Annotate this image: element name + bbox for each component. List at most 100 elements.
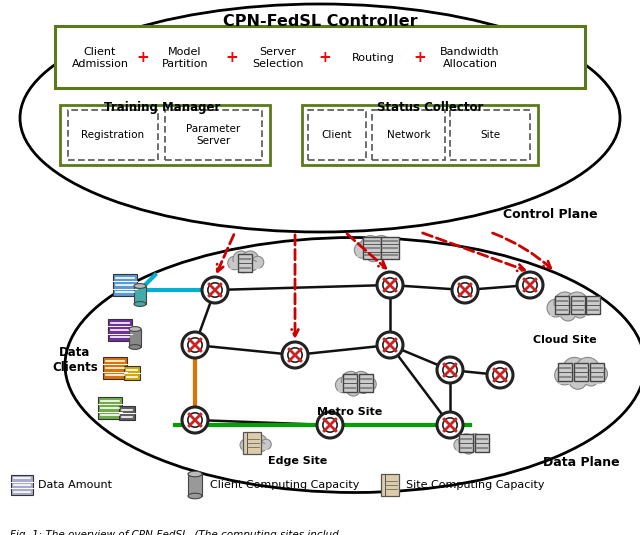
FancyBboxPatch shape xyxy=(363,237,381,259)
FancyBboxPatch shape xyxy=(68,110,158,160)
Text: Edge Site: Edge Site xyxy=(268,456,328,466)
Ellipse shape xyxy=(134,302,146,307)
FancyBboxPatch shape xyxy=(55,26,585,88)
Circle shape xyxy=(443,418,457,432)
Circle shape xyxy=(257,442,266,452)
Circle shape xyxy=(517,272,543,298)
Circle shape xyxy=(188,413,202,427)
Ellipse shape xyxy=(188,493,202,499)
Circle shape xyxy=(383,278,397,292)
Circle shape xyxy=(377,332,403,358)
Circle shape xyxy=(182,407,208,433)
Circle shape xyxy=(493,368,507,382)
Ellipse shape xyxy=(188,471,202,477)
Circle shape xyxy=(547,299,565,317)
FancyBboxPatch shape xyxy=(113,274,137,296)
Circle shape xyxy=(443,363,457,377)
Circle shape xyxy=(383,242,397,256)
FancyBboxPatch shape xyxy=(381,237,399,259)
FancyBboxPatch shape xyxy=(230,262,260,269)
Circle shape xyxy=(487,362,513,388)
Circle shape xyxy=(437,412,463,438)
Circle shape xyxy=(288,348,302,362)
Circle shape xyxy=(182,332,208,358)
FancyBboxPatch shape xyxy=(98,397,122,419)
Circle shape xyxy=(237,261,250,273)
Text: Client: Client xyxy=(322,130,352,140)
Circle shape xyxy=(363,377,376,391)
FancyBboxPatch shape xyxy=(550,306,590,316)
Ellipse shape xyxy=(134,284,146,288)
FancyBboxPatch shape xyxy=(590,363,604,381)
FancyBboxPatch shape xyxy=(558,373,602,384)
Text: +: + xyxy=(413,50,426,65)
Circle shape xyxy=(355,242,371,258)
FancyBboxPatch shape xyxy=(372,110,445,160)
FancyBboxPatch shape xyxy=(108,319,132,341)
Text: Network: Network xyxy=(387,130,430,140)
Text: +: + xyxy=(226,50,238,65)
Circle shape xyxy=(467,434,483,449)
Circle shape xyxy=(248,443,259,454)
Circle shape xyxy=(383,338,397,352)
Ellipse shape xyxy=(129,345,141,349)
FancyBboxPatch shape xyxy=(124,366,140,380)
Circle shape xyxy=(452,277,478,303)
Text: Site: Site xyxy=(480,130,500,140)
FancyBboxPatch shape xyxy=(571,296,585,314)
Circle shape xyxy=(242,251,259,268)
Circle shape xyxy=(208,283,222,297)
FancyBboxPatch shape xyxy=(238,254,252,272)
FancyBboxPatch shape xyxy=(302,105,538,165)
Text: Data Amount: Data Amount xyxy=(38,480,112,490)
Text: Client
Admission: Client Admission xyxy=(72,47,129,69)
Circle shape xyxy=(261,439,271,449)
FancyBboxPatch shape xyxy=(60,105,270,165)
FancyBboxPatch shape xyxy=(450,110,530,160)
Circle shape xyxy=(437,357,463,383)
FancyBboxPatch shape xyxy=(558,363,572,381)
Circle shape xyxy=(317,412,343,438)
FancyBboxPatch shape xyxy=(308,110,366,160)
Text: +: + xyxy=(136,50,149,65)
Circle shape xyxy=(202,277,228,303)
Text: Server
Selection: Server Selection xyxy=(252,47,304,69)
Circle shape xyxy=(569,372,587,389)
Circle shape xyxy=(335,377,351,393)
Circle shape xyxy=(323,418,337,432)
FancyBboxPatch shape xyxy=(574,363,588,381)
Ellipse shape xyxy=(65,238,640,493)
Circle shape xyxy=(472,442,482,452)
FancyBboxPatch shape xyxy=(555,296,569,314)
FancyBboxPatch shape xyxy=(188,474,202,496)
Circle shape xyxy=(378,247,390,259)
Circle shape xyxy=(583,371,598,386)
Circle shape xyxy=(240,439,252,451)
Circle shape xyxy=(252,434,267,449)
Text: Metro Site: Metro Site xyxy=(317,407,383,417)
FancyBboxPatch shape xyxy=(357,248,393,257)
Circle shape xyxy=(346,383,360,396)
Circle shape xyxy=(575,357,600,381)
FancyBboxPatch shape xyxy=(475,434,489,452)
Circle shape xyxy=(188,338,202,352)
Text: Site Computing Capacity: Site Computing Capacity xyxy=(406,480,545,490)
Circle shape xyxy=(233,251,250,268)
Circle shape xyxy=(563,357,587,381)
FancyBboxPatch shape xyxy=(103,357,127,379)
Circle shape xyxy=(366,247,380,262)
Text: Registration: Registration xyxy=(81,130,145,140)
Circle shape xyxy=(554,292,576,314)
Text: Fig. 1: The overview of CPN-FedSL. (The computing sites includ...: Fig. 1: The overview of CPN-FedSL. (The … xyxy=(10,530,349,535)
FancyBboxPatch shape xyxy=(359,374,373,392)
Circle shape xyxy=(555,365,575,385)
Circle shape xyxy=(252,256,264,268)
Text: Model
Partition: Model Partition xyxy=(162,47,208,69)
Ellipse shape xyxy=(129,326,141,331)
Text: Data
Clients: Data Clients xyxy=(52,346,98,374)
Ellipse shape xyxy=(20,4,620,232)
Circle shape xyxy=(377,272,403,298)
Text: Client Computing Capacity: Client Computing Capacity xyxy=(210,480,360,490)
Circle shape xyxy=(358,381,369,394)
Circle shape xyxy=(458,283,472,297)
